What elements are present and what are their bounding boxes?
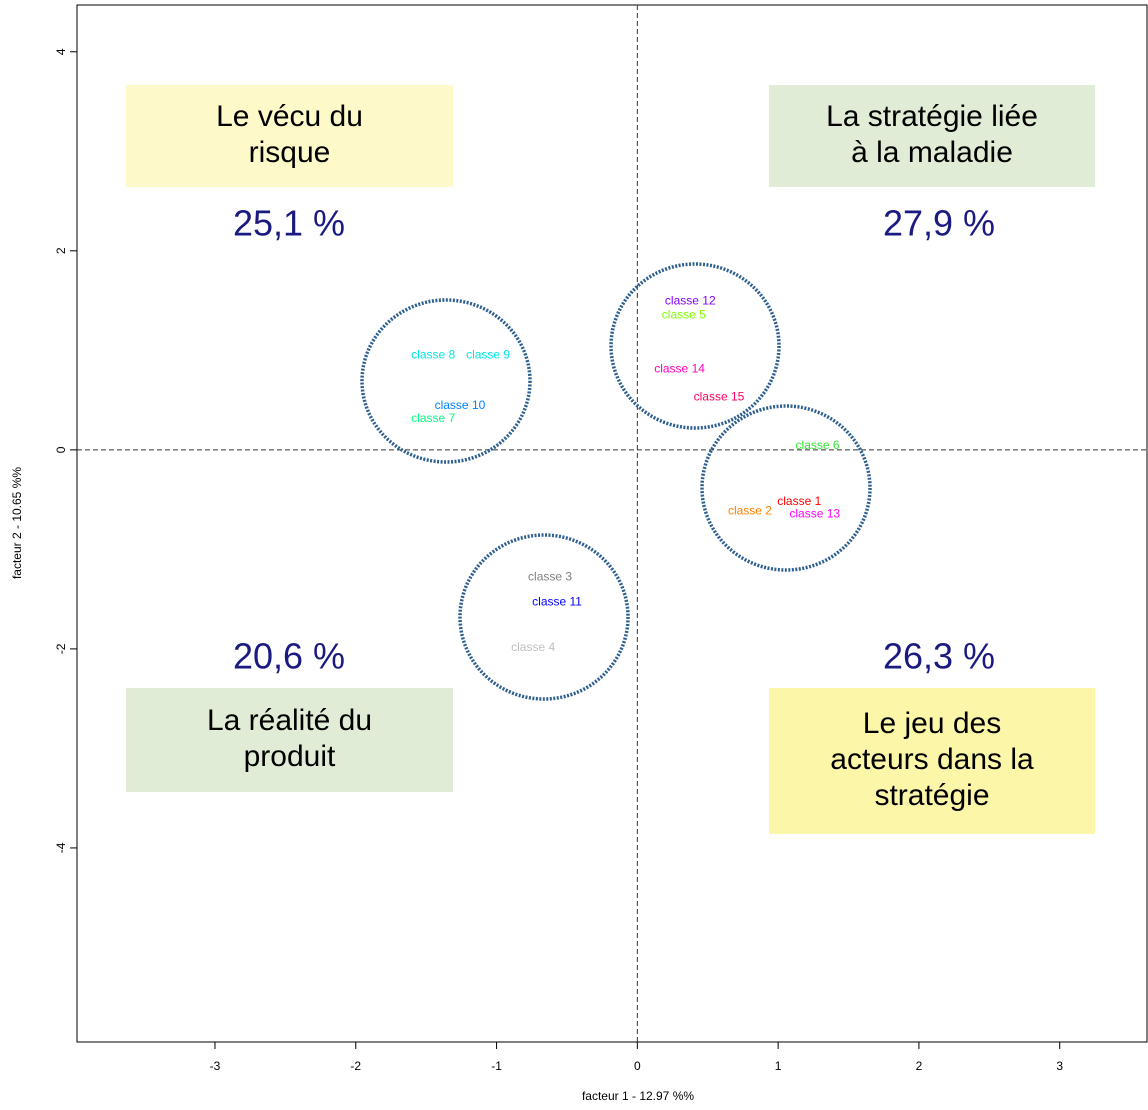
point-label: classe 1	[777, 494, 821, 508]
y-axis-label: facteur 2 - 10.65 %%	[10, 467, 24, 579]
cluster-circle	[360, 298, 532, 464]
x-axis-label: facteur 1 - 12.97 %%	[582, 1089, 694, 1103]
x-tick-label: -3	[210, 1059, 221, 1073]
cluster-circle	[609, 262, 781, 430]
point-label: classe 10	[435, 398, 486, 412]
annotation-text: Le vécu du	[216, 100, 363, 133]
annotation-box	[126, 85, 453, 187]
x-tick-label: -2	[350, 1059, 361, 1073]
annotation-box	[769, 688, 1095, 834]
annotation-box	[769, 85, 1095, 187]
point-label: classe 5	[662, 308, 706, 322]
point-label: classe 8	[411, 347, 455, 361]
point-label: classe 11	[532, 594, 582, 608]
annotation-box	[126, 688, 453, 792]
annotation-text: risque	[249, 136, 331, 169]
point-label: classe 13	[789, 507, 840, 521]
y-tick-label: 2	[54, 247, 68, 254]
point-label: classe 9	[466, 347, 510, 361]
y-tick-label: 0	[54, 446, 68, 453]
cluster-circle	[700, 404, 872, 572]
annotation-text: La stratégie liée	[826, 100, 1038, 133]
annotation-text: Le jeu des	[863, 707, 1001, 740]
annotation-text: stratégie	[874, 779, 989, 812]
annotation-text: à la maladie	[851, 136, 1013, 169]
annotation-text: La réalité du	[207, 704, 372, 737]
point-label: classe 15	[694, 389, 745, 403]
y-tick-label: 4	[54, 48, 68, 55]
x-tick-label: 0	[634, 1059, 641, 1073]
point-label: classe 4	[511, 640, 555, 654]
y-tick-label: -2	[54, 643, 68, 654]
x-tick-label: 1	[775, 1059, 782, 1073]
x-tick-label: -1	[491, 1059, 502, 1073]
annotation-percent: 25,1 %	[233, 203, 345, 244]
x-tick-label: 3	[1056, 1059, 1063, 1073]
point-label: classe 14	[654, 361, 705, 375]
point-label: classe 3	[528, 569, 572, 583]
point-label: classe 6	[796, 438, 840, 452]
annotation-text: acteurs dans la	[830, 743, 1034, 776]
annotation-text: produit	[244, 740, 336, 773]
point-label: classe 12	[665, 294, 716, 308]
annotation-percent: 26,3 %	[883, 636, 995, 677]
x-tick-label: 2	[916, 1059, 923, 1073]
annotation-percent: 27,9 %	[883, 203, 995, 244]
plot-frame	[76, 4, 1148, 1043]
cluster-circle	[458, 533, 630, 701]
y-tick-label: -4	[54, 842, 68, 853]
point-label: classe 2	[728, 504, 772, 518]
point-label: classe 7	[411, 411, 455, 425]
annotation-percent: 20,6 %	[233, 636, 345, 677]
